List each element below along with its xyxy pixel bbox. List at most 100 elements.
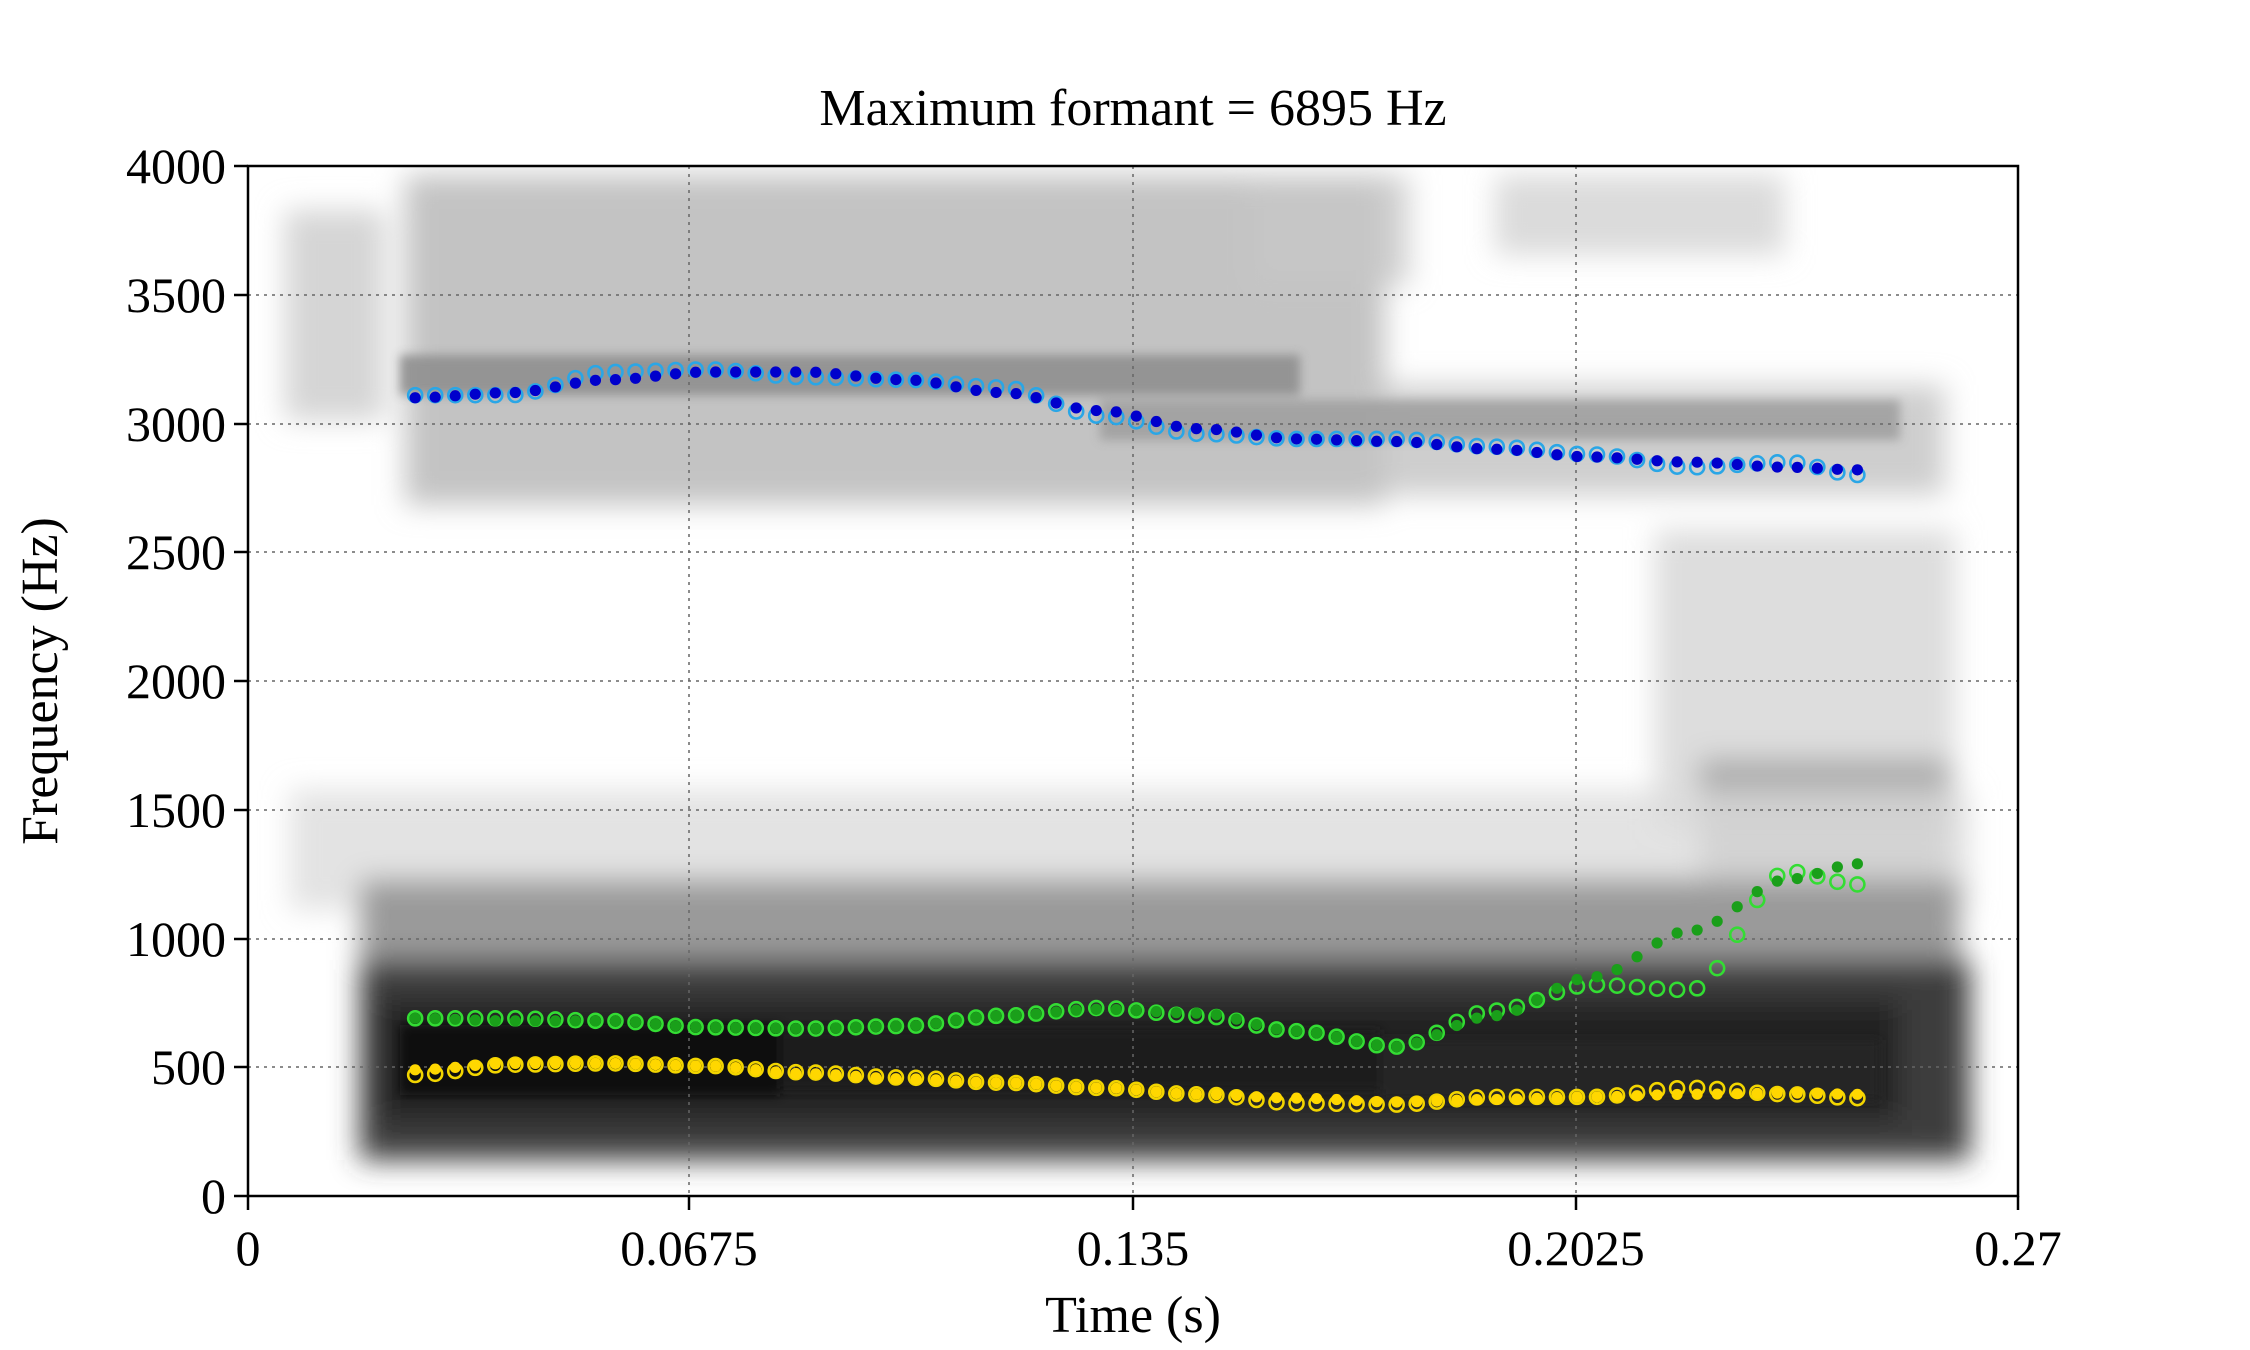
f2-measured-point [947, 1012, 965, 1029]
f3-measured-point [1328, 430, 1345, 448]
x-tick-label: 0.2025 [1507, 1220, 1645, 1276]
f2-tracked-point [629, 1016, 642, 1028]
f2-tracked-point [1691, 924, 1703, 936]
f3-tracked-point [669, 368, 682, 380]
f1-measured-point [1127, 1081, 1145, 1099]
f3-tracked-point [609, 374, 622, 386]
f1-measured-point [1027, 1075, 1045, 1093]
f3-tracked-point [1691, 456, 1703, 468]
f1-tracked-point [429, 1063, 441, 1075]
f2-measured-point [787, 1020, 805, 1037]
formant-points [406, 361, 1866, 1113]
f3-tracked-point [1751, 460, 1763, 472]
f2-tracked-point [1451, 1019, 1463, 1032]
f3-tracked-point [1711, 457, 1723, 469]
f2-tracked-point [1170, 1007, 1182, 1019]
f2-tracked-point [1631, 951, 1643, 963]
y-tick-label: 1500 [126, 782, 226, 838]
f3-tracked-point [710, 366, 722, 378]
f1-tracked-point [1391, 1096, 1403, 1108]
f1-tracked-point [1371, 1096, 1383, 1108]
f3-tracked-point [1411, 436, 1423, 449]
f1-measured-point [947, 1072, 965, 1089]
f1-tracked-point [609, 1057, 622, 1070]
f1-measured-point [667, 1057, 684, 1074]
f3-measured-point [1047, 395, 1065, 413]
f2-tracked-point [1210, 1009, 1223, 1021]
f1-measured-point [747, 1060, 764, 1078]
f2-tracked-point [1411, 1037, 1423, 1049]
f2-tracked-point [1090, 1003, 1102, 1015]
f3-measured-point [727, 362, 744, 380]
f1-tracked-point [1711, 1088, 1723, 1100]
f2-tracked-point [1310, 1027, 1323, 1039]
f2-measured-point [1668, 981, 1686, 999]
f3-tracked-point [1210, 423, 1223, 436]
f1-measured-point [1148, 1083, 1165, 1101]
f2-tracked-point [589, 1015, 602, 1027]
f3-measured-point [1809, 458, 1826, 476]
f3-tracked-point [1290, 433, 1303, 445]
f3-tracked-point [1050, 397, 1062, 409]
f2-tracked-point [810, 1022, 822, 1035]
f3-measured-point [1728, 456, 1746, 474]
f2-tracked-point [1711, 915, 1723, 927]
f1-measured-point [867, 1068, 885, 1085]
f2-measured-point [1067, 1000, 1085, 1018]
f1-tracked-point [589, 1057, 602, 1069]
f3-tracked-point [1030, 392, 1042, 404]
f3-tracked-point [790, 366, 802, 378]
f3-measured-point [527, 383, 544, 400]
f2-tracked-point [1471, 1012, 1483, 1024]
f2-tracked-point [750, 1022, 762, 1034]
f1-measured-point [707, 1057, 724, 1075]
f2-measured-point [1368, 1036, 1385, 1054]
f3-tracked-point [1471, 443, 1483, 455]
f2-measured-point [747, 1019, 764, 1037]
f2-tracked-point [1651, 937, 1663, 949]
f1-tracked-point [549, 1057, 561, 1069]
f2-tracked-point [1551, 982, 1563, 994]
f3-tracked-point [1130, 410, 1142, 422]
f2-measured-point [1127, 1002, 1145, 1019]
f2-tracked-point [569, 1015, 582, 1027]
f3-tracked-point [1310, 433, 1323, 445]
f3-tracked-point [1190, 423, 1202, 435]
gridlines [248, 166, 2018, 1196]
f1-tracked-point [730, 1061, 742, 1074]
f1-tracked-point [489, 1058, 501, 1070]
f2-measured-point [1027, 1005, 1045, 1022]
f3-measured-point [446, 386, 464, 404]
f3-tracked-point [750, 366, 762, 378]
f1-measured-point [907, 1069, 925, 1087]
y-tick-label: 2000 [126, 653, 226, 709]
f1-tracked-point [1030, 1078, 1042, 1090]
f2-tracked-point [1070, 1004, 1082, 1016]
f3-tracked-point [890, 373, 902, 386]
f1-tracked-point [1851, 1088, 1863, 1100]
f2-measured-point [887, 1017, 905, 1035]
f1-tracked-point [1150, 1086, 1162, 1098]
f1-tracked-point [569, 1057, 582, 1069]
f2-tracked-point [1811, 867, 1823, 880]
f2-tracked-point [1030, 1008, 1042, 1020]
f2-tracked-point [1050, 1006, 1062, 1018]
f3-tracked-point [429, 391, 441, 403]
f2-measured-point [1628, 978, 1646, 996]
f3-tracked-point [1831, 463, 1843, 475]
f1-measured-point [1768, 1085, 1786, 1103]
f1-tracked-point [1250, 1091, 1263, 1103]
f3-tracked-point [770, 366, 782, 378]
f1-tracked-point [790, 1067, 802, 1080]
f2-tracked-point [790, 1022, 802, 1035]
f2-tracked-point [830, 1022, 842, 1034]
f2-tracked-point [1511, 1004, 1523, 1016]
f3-tracked-point [689, 366, 702, 378]
f1-measured-point [567, 1055, 584, 1073]
f2-tracked-point [1571, 973, 1583, 986]
f1-tracked-point [1511, 1093, 1523, 1105]
f3-tracked-point [1611, 452, 1623, 464]
f3-tracked-point [449, 390, 461, 402]
f2-tracked-point [1250, 1018, 1263, 1031]
